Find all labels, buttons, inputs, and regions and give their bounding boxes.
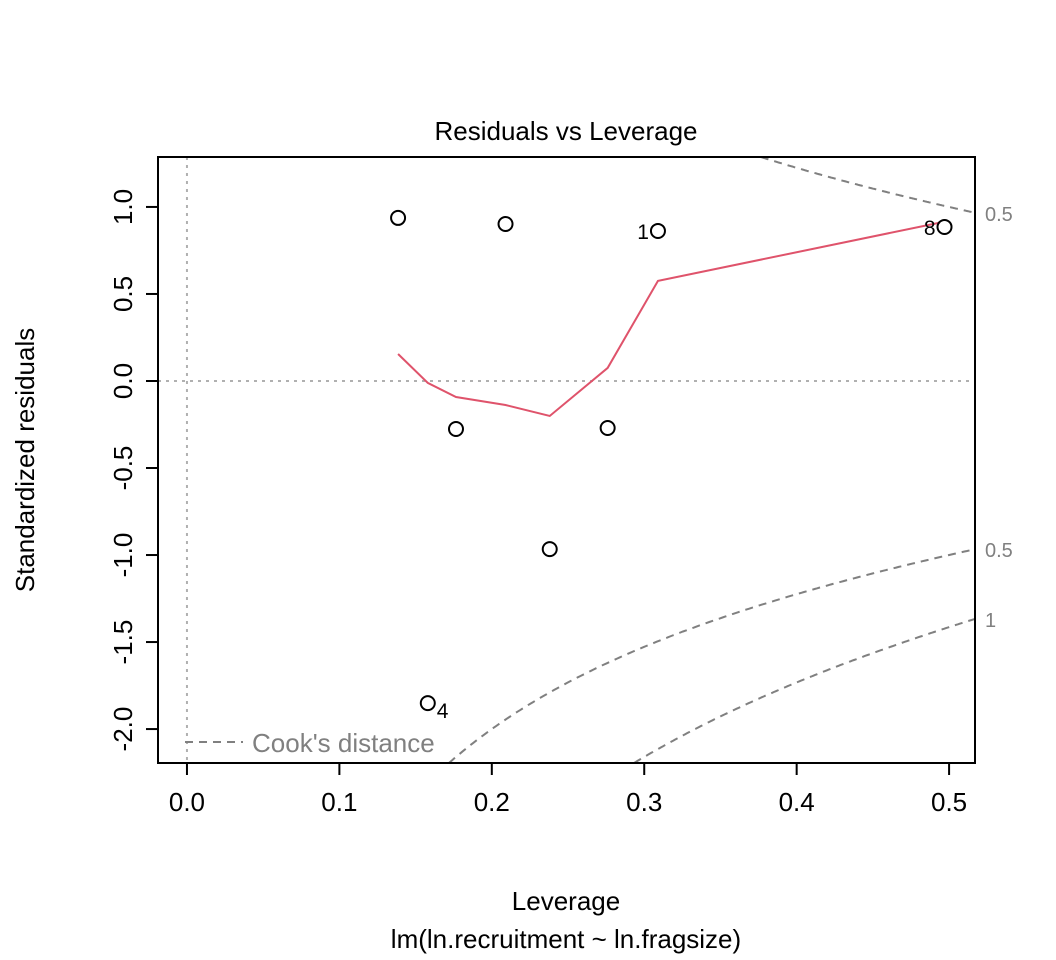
data-point	[497, 216, 514, 233]
legend-cooks-label: Cook's distance	[252, 728, 435, 758]
y-axis-label: Standardized residuals	[10, 328, 40, 593]
point-label: 1	[637, 221, 649, 244]
y-tick-label: -1.0	[108, 533, 138, 578]
cooks-distance-contour	[448, 548, 976, 764]
cooks-distance-contour	[633, 617, 976, 764]
y-tick-label: -0.5	[108, 446, 138, 491]
cooks-contour-label: 1	[985, 610, 996, 632]
y-tick-label: 0.0	[108, 363, 138, 399]
data-point	[447, 421, 464, 438]
data-point	[390, 209, 407, 226]
data-point	[541, 541, 558, 558]
x-tick-label: 0.0	[169, 787, 205, 817]
data-point	[649, 222, 666, 239]
x-tick-label: 0.2	[474, 787, 510, 817]
x-tick-label: 0.3	[626, 787, 662, 817]
smoother-line	[397, 221, 941, 418]
data-point	[419, 695, 436, 712]
data-point	[599, 419, 616, 436]
y-tick-label: 1.0	[108, 189, 138, 225]
cooks-contour-label: 0.5	[985, 204, 1013, 226]
data-point	[936, 218, 953, 235]
x-tick-label: 0.4	[779, 787, 815, 817]
cooks-contour-label: 0.5	[985, 540, 1013, 562]
model-subtitle: lm(ln.recruitment ~ ln.fragsize)	[391, 924, 741, 954]
point-label: 4	[437, 700, 449, 723]
chart-title: Residuals vs Leverage	[434, 116, 697, 146]
point-label: 8	[924, 217, 936, 240]
y-tick-label: 0.5	[108, 276, 138, 312]
x-axis-label: Leverage	[512, 886, 620, 916]
x-tick-label: 0.5	[931, 787, 967, 817]
y-tick-label: -1.5	[108, 620, 138, 665]
plot-frame	[157, 156, 976, 764]
y-tick-label: -2.0	[108, 707, 138, 752]
cooks-distance-contour	[760, 156, 976, 214]
x-tick-label: 0.1	[321, 787, 357, 817]
